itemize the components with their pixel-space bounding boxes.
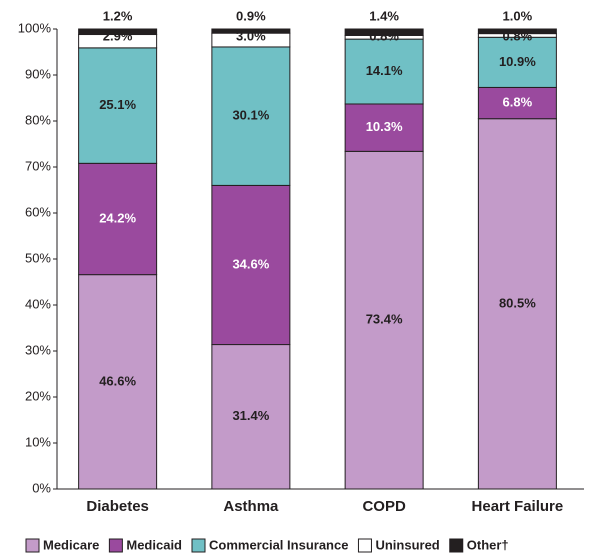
value-label: 34.6%	[232, 256, 269, 271]
value-label: 6.8%	[503, 94, 533, 109]
bar-segment	[78, 47, 158, 164]
bar-segment	[78, 162, 158, 276]
y-tick-label: 80%	[25, 112, 51, 127]
bar-segment	[477, 118, 557, 490]
legend-swatch	[449, 538, 464, 553]
bar-segment	[211, 344, 291, 490]
y-tick-label: 100%	[18, 20, 52, 35]
bar-segment	[477, 86, 557, 120]
bar-segment	[344, 38, 424, 105]
value-label: 46.6%	[99, 373, 136, 388]
y-tick-label: 30%	[25, 342, 51, 357]
value-label: 25.1%	[99, 97, 136, 112]
value-label: 1.2%	[103, 8, 133, 23]
x-tick-label: Heart Failure	[472, 498, 564, 515]
y-tick-label: 20%	[25, 388, 51, 403]
bar-segment	[78, 28, 158, 36]
legend-label: Commercial Insurance	[209, 537, 348, 552]
x-tick-label: Asthma	[223, 498, 279, 515]
bar-segment	[211, 28, 291, 34]
value-label: 1.0%	[503, 8, 533, 23]
legend-swatch	[25, 538, 40, 553]
bar-segment	[477, 36, 557, 88]
legend-label: Medicare	[43, 537, 99, 552]
y-tick-label: 60%	[25, 204, 51, 219]
x-tick-label: Diabetes	[86, 498, 149, 515]
legend-label: Other†	[467, 537, 509, 552]
legend-swatch	[357, 538, 372, 553]
y-tick-label: 70%	[25, 158, 51, 173]
y-tick-label: 90%	[25, 66, 51, 81]
bar-segment	[344, 28, 424, 36]
legend-label: Uninsured	[375, 537, 439, 552]
value-label: 73.4%	[366, 312, 403, 327]
y-tick-label: 0%	[32, 480, 51, 495]
value-label: 1.4%	[369, 8, 399, 23]
legend-swatch	[108, 538, 123, 553]
x-tick-label: COPD	[362, 498, 406, 515]
value-label: 10.9%	[499, 54, 536, 69]
legend-swatch	[191, 538, 206, 553]
value-label: 31.4%	[232, 408, 269, 423]
y-tick-label: 50%	[25, 250, 51, 265]
bar-segment	[344, 150, 424, 490]
bar-segment	[344, 103, 424, 152]
value-label: 24.2%	[99, 210, 136, 225]
bar-segment	[477, 28, 557, 35]
value-label: 30.1%	[232, 108, 269, 123]
y-tick-label: 40%	[25, 296, 51, 311]
bar-segment	[211, 46, 291, 186]
value-label: 80.5%	[499, 295, 536, 310]
bar-segment	[78, 274, 158, 490]
value-label: 0.9%	[236, 8, 266, 23]
legend-label: Medicaid	[126, 537, 182, 552]
value-label: 14.1%	[366, 63, 403, 78]
value-label: 10.3%	[366, 119, 403, 134]
y-tick-label: 10%	[25, 434, 51, 449]
